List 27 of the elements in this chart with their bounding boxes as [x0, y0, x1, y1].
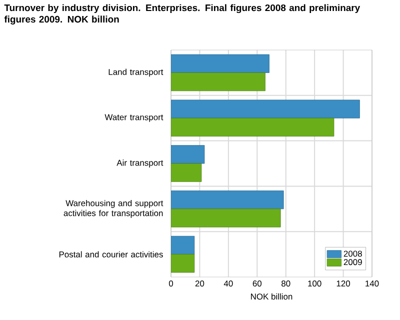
- bar: [171, 190, 284, 210]
- y-tick-label: Warehousing and support activities for transportation: [64, 200, 164, 218]
- bar: [171, 72, 266, 92]
- x-tick-label: 140: [366, 280, 379, 287]
- legend-label: 2008: [344, 250, 362, 257]
- bar: [171, 118, 334, 136]
- x-tick-label: 0: [168, 280, 174, 287]
- bar: [171, 236, 195, 255]
- x-tick-label: 40: [224, 280, 233, 287]
- y-tick-label: Land transport: [108, 68, 164, 77]
- y-tick-label: Postal and courier activities: [59, 251, 163, 258]
- x-tick-label: 60: [252, 280, 262, 287]
- bar: [171, 208, 281, 228]
- x-tick-label: 120: [336, 280, 350, 287]
- x-tick-label: 80: [282, 280, 290, 287]
- x-axis-title: NOK billion: [251, 293, 292, 300]
- bar: [171, 54, 270, 73]
- y-tick-label: Water transport: [104, 114, 164, 122]
- bar: [171, 145, 205, 164]
- y-tick-label: Air transport: [116, 160, 164, 168]
- bar: [171, 100, 360, 118]
- bar: [171, 163, 202, 182]
- bar: [171, 254, 195, 273]
- x-tick-label: 100: [308, 280, 322, 287]
- x-tick-label: 20: [195, 280, 204, 287]
- chart-title: Turnover by industry division. Enterprises. Final figures 2008 and preliminary figures 2009. NOK billion: [4, 4, 360, 25]
- legend-label: 2009: [344, 259, 362, 266]
